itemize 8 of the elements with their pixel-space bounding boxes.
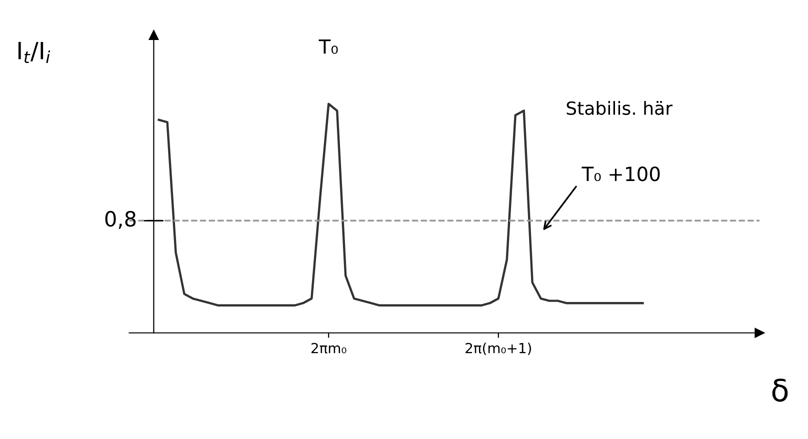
x-tick-label: 2πm₀: [311, 342, 346, 354]
text: 0,8: [105, 210, 136, 229]
annotation: Stabilis. här: [566, 101, 673, 115]
y-axis-title: I$_{t}$/I$_{i}$: [18, 42, 50, 64]
x-axis-title: δ: [772, 378, 788, 402]
annotation: T₀: [318, 39, 338, 54]
x-tick-label: 2π(m₀+1): [466, 342, 531, 355]
annotation: T₀ +100: [582, 166, 660, 182]
